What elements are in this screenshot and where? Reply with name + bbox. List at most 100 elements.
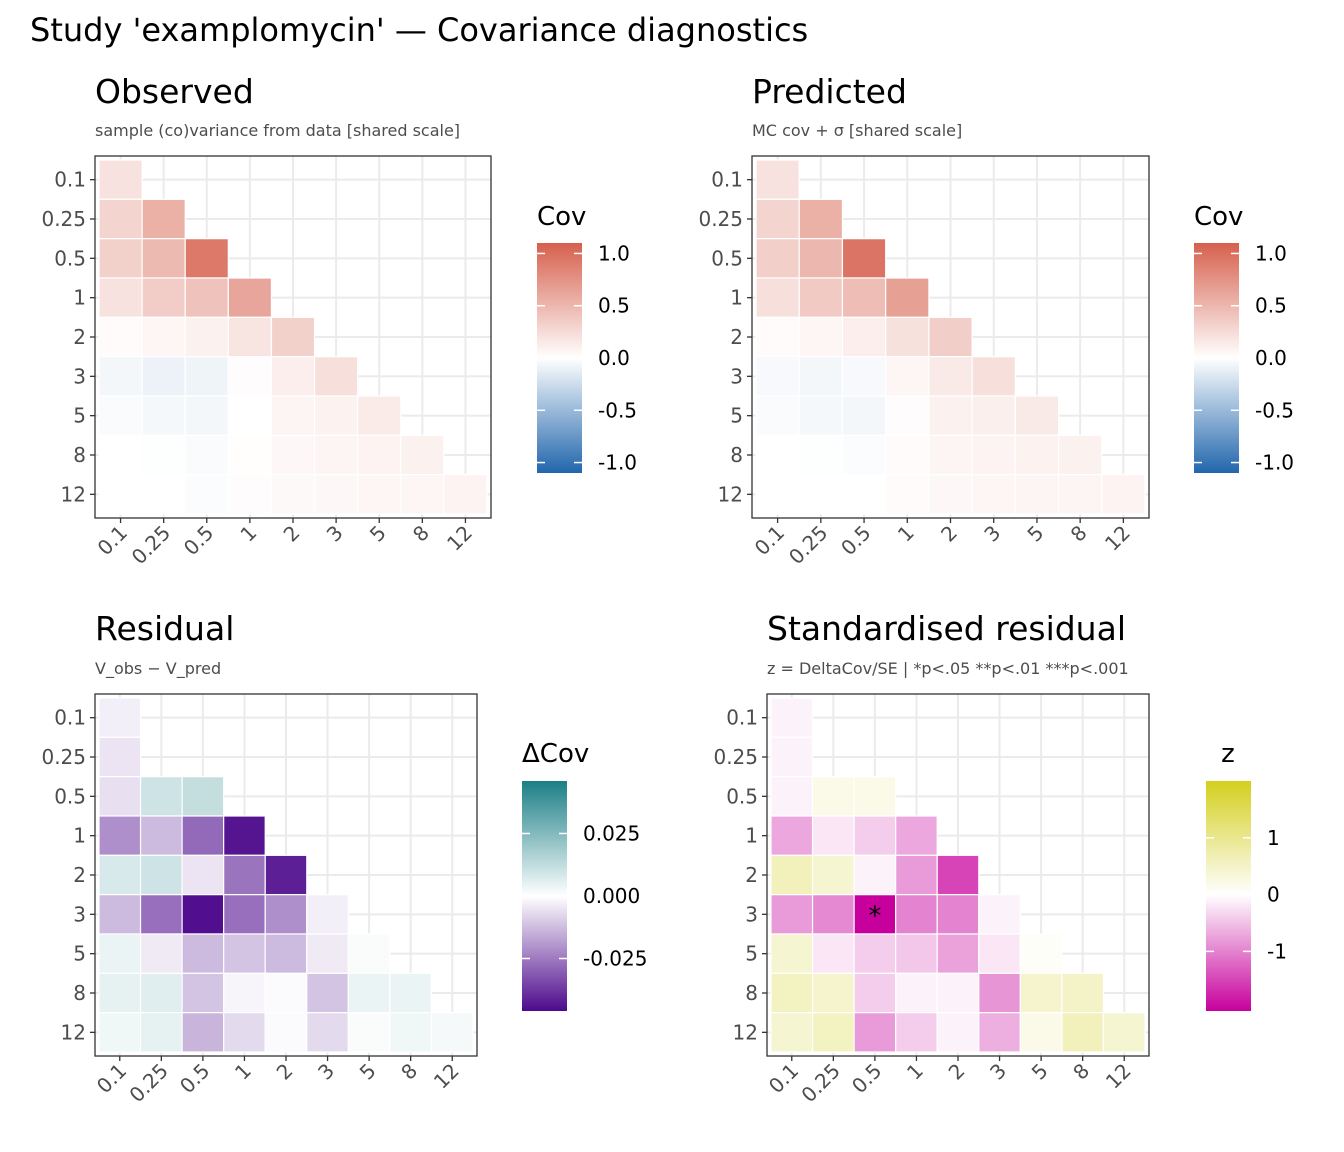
y-tick-label: 3 [745,902,758,926]
heatmap-cell [811,933,855,974]
y-tick-label: 0.5 [726,784,758,808]
heatmap-cell [98,776,142,817]
y-tick-label: 1 [73,286,86,310]
heatmap-cell [141,238,186,279]
panels: Observed sample (co)variance from data [s… [41,72,1294,1107]
x-tick-label: 8 [1066,521,1092,547]
heatmap-cell [770,736,814,778]
x-tick-label: 0.1 [750,521,789,560]
x-tick-label: 3 [313,1059,339,1085]
y-tick-label: 3 [73,364,86,388]
y-tick-label: 0.25 [41,745,86,769]
heatmap-cell [971,434,1016,476]
heatmap-cell [347,933,391,974]
y-tick-label: 5 [745,942,758,966]
legend-title: ΔCov [522,739,589,769]
heatmap-cell [98,894,142,935]
heatmap-cell [98,736,142,778]
heatmap-cell [98,815,142,856]
heatmap-cell [141,316,186,358]
y-tick-label: 1 [73,824,86,848]
heatmap-cell [227,316,273,358]
heatmap-cell [184,277,229,318]
heatmap-cell [978,972,1021,1014]
heatmap-cell [430,1012,474,1053]
x-tick-label: 5 [355,1059,381,1085]
heatmap-cell [181,933,225,974]
heatmap-cell [1014,395,1060,436]
heatmap-cell [770,776,814,817]
panel-subtitle: V_obs − V_pred [95,659,221,679]
heatmap-cell [264,854,308,896]
heatmap-cell [928,474,973,515]
colorbar-legend: Cov 1.0 0.5 0.0 -0.5 -1.0 [537,202,637,475]
panel-subtitle: sample (co)variance from data [shared sc… [95,121,460,140]
heatmap-cell [928,356,973,397]
heatmap-cell [811,894,855,935]
y-tick-label: 3 [73,902,86,926]
heatmap-cell [98,972,142,1014]
y-tick-label: 0.25 [713,745,758,769]
heatmap-cell [306,972,349,1014]
heatmap-cell [139,776,183,817]
heatmap-cell [770,697,814,738]
heatmap-cell [184,395,229,436]
legend-tick-label: 0.000 [583,884,640,908]
heatmap-cell [357,434,402,476]
heatmap-cell [141,434,186,476]
y-tick-label: 2 [745,863,758,887]
x-tick-label: 12 [429,1059,464,1094]
heatmap-cell [270,434,316,476]
panel-subtitle: MC cov + σ [shared scale] [752,121,962,140]
heatmap-cell [895,815,938,856]
heatmap-cell [139,894,183,935]
heatmap-cell [798,395,844,436]
heatmap-cell [770,933,814,974]
panel-title: Residual [95,609,234,648]
heatmap-cell [389,1012,433,1053]
heatmap-cell [270,395,316,436]
heatmap-cell [184,474,229,515]
heatmap-cell [98,316,143,358]
colorbar-legend: Cov 1.0 0.5 0.0 -0.5 -1.0 [1194,202,1294,475]
heatmap-cell [971,356,1016,397]
heatmap-cell [928,316,973,358]
heatmap-cell [841,277,887,318]
x-tick-label: 1 [230,1059,256,1085]
heatmap-cell [811,1012,855,1053]
heatmap-cell [755,474,800,515]
heatmap-cell [798,277,844,318]
legend-tick-label: -0.025 [583,947,647,971]
y-tick-label: 0.1 [711,168,743,192]
heatmap-cell [313,474,359,515]
heatmap-cell [227,474,273,515]
y-tick-label: 0.25 [41,207,86,231]
heatmap-cell [770,815,814,856]
x-tick-label: 5 [365,521,391,547]
heatmap-cell [141,198,186,240]
heatmap-cell [270,356,316,397]
heatmap-cell [139,815,183,856]
y-tick-label: 0.1 [54,706,86,730]
heatmap-cell [139,1012,183,1053]
legend-tick-label: -0.5 [598,398,637,422]
heatmap-cell [98,474,143,515]
heatmap-cell [1057,474,1103,515]
x-tick-label: 3 [979,521,1005,547]
heatmap-cell [181,972,225,1014]
x-tick-label: 8 [408,521,434,547]
x-tick-label: 0.25 [796,1059,844,1107]
heatmap-cell [1061,1012,1105,1053]
y-tick-label: 2 [73,863,86,887]
heatmap-cell [223,933,266,974]
heatmap-cell [895,933,938,974]
y-tick-label: 8 [73,981,86,1005]
x-tick-label: 5 [1027,1059,1053,1085]
heatmap-cell [227,356,273,397]
heatmap-cell [1057,434,1103,476]
heatmap-cell [1102,1012,1146,1053]
heatmap-cell [853,972,897,1014]
y-tick-label: 2 [730,325,743,349]
heatmap-cell [357,395,402,436]
